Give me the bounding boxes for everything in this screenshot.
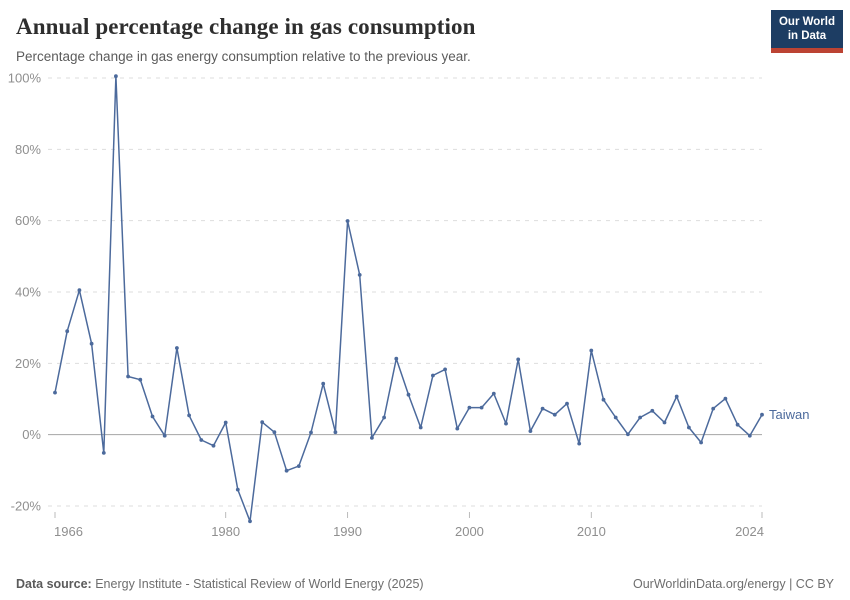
data-point [565,401,569,406]
data-point [418,425,423,430]
data-point [394,356,399,361]
data-point [150,414,155,419]
data-point [552,412,557,417]
data-point [528,429,533,433]
x-axis-tick-label: 2010 [577,524,606,539]
data-point [162,433,167,438]
footer-datasource: Data source: Energy Institute - Statisti… [16,577,424,591]
owid-logo-line1: Our World [778,16,835,28]
data-point [711,406,716,411]
footer-license-link[interactable]: OurWorldinData.org/energy | CC BY [632,577,834,591]
data-point [589,348,594,353]
data-point [345,219,350,223]
data-point [747,433,752,438]
line-chart: -20% 0% 20% 40% 60% 80% 100% 1966 1980 1990 2000 20… [8,71,810,540]
data-point [735,422,740,427]
data-point [516,357,521,362]
chart-footer: Data source: Energy Institute - Statisti… [0,577,850,591]
data-point [626,432,630,437]
data-point [674,394,679,399]
data-point [53,390,57,395]
data-point [370,436,374,440]
data-point [89,341,94,346]
x-axis-tick-label: 2024 [735,524,764,539]
data-point [101,451,106,455]
data-point [309,430,313,435]
data-point [382,415,386,420]
data-point [431,373,435,378]
series-line-taiwan [54,75,763,523]
data-point [638,415,642,420]
data-point [601,397,606,402]
data-point [175,346,179,350]
data-point [235,487,240,492]
chart-header: Annual percentage change in gas consumpt… [0,0,850,64]
data-point [406,392,411,397]
y-axis-tick-label: 40% [15,285,41,300]
y-axis-tick-label: 20% [15,356,41,371]
y-axis-tick-label: 80% [15,142,41,157]
data-point [443,367,447,372]
data-point [321,381,326,386]
data-point [260,420,265,425]
data-point [357,273,362,277]
owid-logo-line2: in Data [787,29,827,42]
data-point [199,438,204,442]
data-point [540,406,545,411]
y-axis-tick-label: 60% [15,213,41,228]
data-point [479,405,484,410]
data-point [211,443,216,448]
x-axis-tick-label: 1990 [333,524,362,539]
x-axis-tick-label: 2000 [455,524,484,539]
data-point [223,420,228,425]
data-point [455,426,460,431]
data-point [760,412,764,417]
page-title: Annual percentage change in gas consumpt… [16,14,476,39]
datasource-text: Energy Institute - Statistical Review of… [91,577,424,591]
data-point [126,374,130,379]
y-axis-tick-label: -20% [11,499,42,514]
data-point [333,430,338,435]
data-point [723,396,728,401]
data-point [613,415,618,420]
data-point [138,377,143,382]
data-point [699,440,703,445]
data-point [296,464,301,468]
datasource-label: Data source: [16,577,92,591]
data-point [284,468,289,473]
data-point [187,413,192,418]
data-point [504,421,508,426]
y-axis-tick-label: 100% [8,71,42,86]
series-label-taiwan: Taiwan [769,407,809,422]
data-point [65,329,70,334]
owid-logo[interactable]: Our World in Data [770,10,843,53]
data-point [650,408,655,413]
data-point [114,74,118,79]
data-point [577,441,582,446]
data-point [467,405,472,410]
data-point [491,391,496,396]
data-point [687,425,691,430]
data-point [662,420,667,425]
x-axis-tick-label: 1980 [211,524,240,539]
page-subtitle: Percentage change in gas energy consumpt… [16,49,471,64]
data-point [272,430,277,435]
data-point [77,288,82,293]
x-axis-tick-label: 1966 [54,524,83,539]
data-point [248,519,252,524]
y-axis-tick-label: 0% [22,427,41,442]
